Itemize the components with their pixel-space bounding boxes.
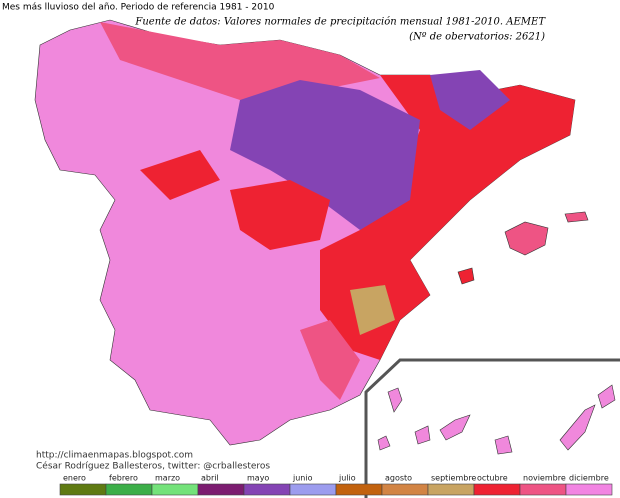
center-red-region	[230, 180, 330, 250]
legend-swatch	[473, 483, 521, 496]
legend-label: agosto	[385, 474, 412, 483]
canary-islands	[377, 384, 616, 455]
island	[414, 425, 431, 445]
legend-swatch	[197, 483, 245, 496]
legend-swatch	[519, 483, 567, 496]
legend-swatch	[289, 483, 337, 496]
legend-label: septiembre	[431, 474, 476, 483]
southeast-tan-region	[350, 285, 395, 335]
legend-label: enero	[63, 474, 86, 483]
legend-swatch	[105, 483, 153, 496]
map	[34, 19, 589, 446]
island	[387, 387, 403, 413]
island	[494, 435, 513, 455]
observatories: (Nº de obervatorios: 2621)	[409, 32, 545, 43]
legend-label: noviembre	[523, 474, 566, 483]
title: Mes más lluvioso del año. Periodo de ref…	[2, 3, 275, 13]
legend-swatch	[59, 483, 107, 496]
legend-swatch	[335, 483, 383, 496]
island	[597, 384, 616, 409]
northeast-region	[430, 70, 510, 130]
legend-label: mayo	[247, 474, 269, 483]
legend-label: octubre	[477, 474, 508, 483]
legend-swatch	[151, 483, 199, 496]
balearic-mallorca	[504, 221, 549, 256]
legend-label: julio	[338, 474, 356, 483]
legend-label: febrero	[109, 474, 138, 483]
west-red-region	[140, 150, 220, 200]
author: César Rodríguez Ballesteros, twitter: @c…	[36, 461, 270, 472]
legend-label: junio	[292, 474, 313, 483]
balearic-ibiza	[457, 267, 475, 285]
legend-label: abril	[201, 474, 219, 483]
legend-label: marzo	[155, 474, 180, 483]
source: Fuente de datos: Valores normales de pre…	[134, 17, 546, 28]
island	[439, 414, 471, 441]
legend-swatch	[243, 483, 291, 496]
island	[559, 404, 596, 451]
url: http://climaenmapas.blogspot.com	[36, 451, 193, 461]
north-region	[100, 22, 380, 100]
balearic-menorca	[564, 211, 589, 223]
legend-swatch	[427, 483, 475, 496]
canary-frame	[364, 358, 620, 498]
legend-label: diciembre	[569, 474, 609, 483]
legend-swatch	[565, 483, 613, 496]
legend-swatch	[381, 483, 429, 496]
legend: enero febrero marzo abril mayo junio julio agos…	[59, 474, 613, 496]
central-region	[230, 80, 420, 230]
island	[377, 435, 391, 451]
southwest-region	[300, 320, 360, 400]
